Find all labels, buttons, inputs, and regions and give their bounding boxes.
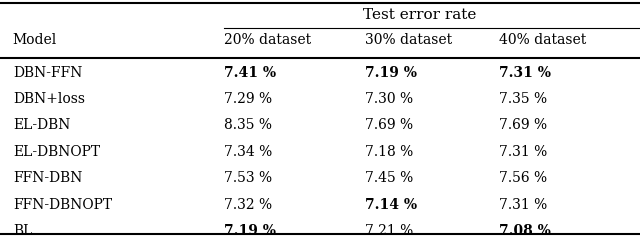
Text: 7.14 %: 7.14 % [365, 198, 417, 212]
Text: EL-DBN: EL-DBN [13, 118, 70, 133]
Text: 7.32 %: 7.32 % [224, 198, 272, 212]
Text: 7.53 %: 7.53 % [224, 171, 272, 185]
Text: 7.19 %: 7.19 % [365, 66, 417, 80]
Text: 40% dataset: 40% dataset [499, 33, 586, 47]
Text: 8.35 %: 8.35 % [224, 118, 272, 133]
Text: FFN-DBN: FFN-DBN [13, 171, 82, 185]
Text: BL: BL [13, 224, 32, 238]
Text: 7.45 %: 7.45 % [365, 171, 413, 185]
Text: 7.69 %: 7.69 % [499, 118, 547, 133]
Text: 7.29 %: 7.29 % [224, 92, 272, 106]
Text: DBN+loss: DBN+loss [13, 92, 84, 106]
Text: 7.34 %: 7.34 % [224, 145, 272, 159]
Text: 7.19 %: 7.19 % [224, 224, 276, 238]
Text: 7.41 %: 7.41 % [224, 66, 276, 80]
Text: Model: Model [13, 33, 57, 47]
Text: 30% dataset: 30% dataset [365, 33, 452, 47]
Text: 7.18 %: 7.18 % [365, 145, 413, 159]
Text: 7.31 %: 7.31 % [499, 145, 547, 159]
Text: 7.31 %: 7.31 % [499, 66, 551, 80]
Text: 7.08 %: 7.08 % [499, 224, 551, 238]
Text: 7.69 %: 7.69 % [365, 118, 413, 133]
Text: 7.35 %: 7.35 % [499, 92, 547, 106]
Text: 20% dataset: 20% dataset [224, 33, 311, 47]
Text: FFN-DBNOPT: FFN-DBNOPT [13, 198, 112, 212]
Text: Test error rate: Test error rate [362, 8, 476, 22]
Text: 7.30 %: 7.30 % [365, 92, 413, 106]
Text: 7.21 %: 7.21 % [365, 224, 413, 238]
Text: 7.56 %: 7.56 % [499, 171, 547, 185]
Text: 7.31 %: 7.31 % [499, 198, 547, 212]
Text: EL-DBNOPT: EL-DBNOPT [13, 145, 100, 159]
Text: DBN-FFN: DBN-FFN [13, 66, 82, 80]
